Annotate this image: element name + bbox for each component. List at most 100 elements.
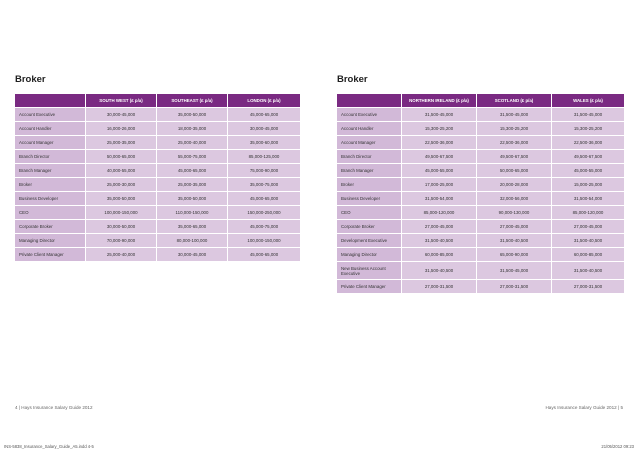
salary-cell: 31,500-54,000 <box>402 192 476 205</box>
table-row: Account Handler 15,300-25,200 15,300-25,20… <box>337 122 624 135</box>
salary-cell: 40,000-55,000 <box>86 164 156 177</box>
header-cell: SCOTLAND (£ p/a) <box>477 94 551 107</box>
role-cell: Managing Director <box>337 248 401 261</box>
role-cell: Corporate Broker <box>337 220 401 233</box>
table-row: CEO 85,000-120,000 90,000-130,000 85,000-12… <box>337 206 624 219</box>
salary-cell: 70,000-90,000 <box>86 234 156 247</box>
role-cell: Account Handler <box>15 122 85 135</box>
salary-cell: 31,500-40,500 <box>477 234 551 247</box>
page-footer: Hays Insurance Salary Guide 2012 | 5 <box>545 405 623 410</box>
role-cell: Private Client Manager <box>15 248 85 261</box>
table-row: Branch Manager 40,000-55,000 45,000-65,000… <box>15 164 300 177</box>
salary-cell: 27,000-45,000 <box>402 220 476 233</box>
role-cell: Private Client Manager <box>337 280 401 293</box>
salary-cell: 30,000-50,000 <box>86 220 156 233</box>
table-row: Account Handler 16,000-26,000 18,000-35,00… <box>15 122 300 135</box>
header-cell: SOUTHEAST (£ p/a) <box>157 94 227 107</box>
print-slug-date: 21/05/2012 09:23 <box>601 444 634 449</box>
salary-cell: 27,000-31,500 <box>552 280 624 293</box>
table-row: Branch Director 50,000-65,000 55,000-75,00… <box>15 150 300 163</box>
salary-cell: 30,000-45,000 <box>228 122 300 135</box>
salary-cell: 35,000-50,000 <box>86 192 156 205</box>
salary-cell: 45,000-75,000 <box>228 220 300 233</box>
salary-cell: 50,000-65,000 <box>86 150 156 163</box>
table-row: Account Manager 22,500-36,000 22,500-36,00… <box>337 136 624 149</box>
salary-cell: 50,000-65,000 <box>477 164 551 177</box>
salary-cell: 25,000-35,000 <box>157 178 227 191</box>
salary-cell: 20,000-28,000 <box>477 178 551 191</box>
salary-cell: 110,000-150,000 <box>157 206 227 219</box>
table-row: New Business Account Executive 31,500-40,… <box>337 262 624 279</box>
table-row: Corporate Broker 30,000-50,000 35,000-65,0… <box>15 220 300 233</box>
salary-cell: 15,300-25,200 <box>477 122 551 135</box>
salary-cell: 100,000-150,000 <box>86 206 156 219</box>
role-cell: Account Executive <box>15 108 85 121</box>
header-cell: NORTHERN IRELAND (£ p/a) <box>402 94 476 107</box>
salary-cell: 25,000-40,000 <box>86 248 156 261</box>
role-cell: Account Handler <box>337 122 401 135</box>
table-row: Private Client Manager 25,000-40,000 30,00… <box>15 248 300 261</box>
salary-cell: 22,500-36,000 <box>552 136 624 149</box>
salary-cell: 31,500-45,000 <box>477 262 551 279</box>
table-row: Managing Director 60,000-85,000 65,000-90,… <box>337 248 624 261</box>
header-cell: SOUTH WEST (£ p/a) <box>86 94 156 107</box>
salary-cell: 85,000-120,000 <box>402 206 476 219</box>
salary-cell: 35,000-75,000 <box>228 178 300 191</box>
role-cell: Corporate Broker <box>15 220 85 233</box>
salary-table-right: NORTHERN IRELAND (£ p/a) SCOTLAND (£ p/a… <box>336 93 625 294</box>
salary-cell: 85,000-125,000 <box>228 150 300 163</box>
table-row: Broker 25,000-30,000 25,000-35,000 35,000-7… <box>15 178 300 191</box>
salary-cell: 30,000-45,000 <box>157 248 227 261</box>
salary-cell: 31,500-54,000 <box>552 192 624 205</box>
header-cell: WALES (£ p/a) <box>552 94 624 107</box>
salary-cell: 15,300-25,200 <box>402 122 476 135</box>
header-cell <box>337 94 401 107</box>
salary-cell: 49,500-67,500 <box>477 150 551 163</box>
salary-table-left: SOUTH WEST (£ p/a) SOUTHEAST (£ p/a) LON… <box>14 93 301 262</box>
salary-cell: 45,000-65,000 <box>228 248 300 261</box>
salary-cell: 31,500-40,500 <box>402 234 476 247</box>
salary-cell: 150,000-250,000 <box>228 206 300 219</box>
role-cell: Account Executive <box>337 108 401 121</box>
salary-cell: 65,000-90,000 <box>477 248 551 261</box>
salary-cell: 25,000-35,000 <box>86 136 156 149</box>
salary-cell: 22,500-36,000 <box>477 136 551 149</box>
table-row: Account Manager 25,000-35,000 25,000-40,00… <box>15 136 300 149</box>
salary-cell: 31,500-40,500 <box>552 262 624 279</box>
salary-cell: 31,500-40,500 <box>552 234 624 247</box>
table-row: Private Client Manager 27,000-31,500 27,00… <box>337 280 624 293</box>
salary-cell: 100,000-150,000 <box>228 234 300 247</box>
salary-cell: 32,000-56,000 <box>477 192 551 205</box>
salary-cell: 27,000-31,500 <box>477 280 551 293</box>
role-cell: Branch Director <box>15 150 85 163</box>
salary-cell: 22,500-36,000 <box>402 136 476 149</box>
right-page: Broker NORTHERN IRELAND (£ p/a) SCOTLAND… <box>319 0 638 467</box>
salary-cell: 45,000-55,000 <box>552 164 624 177</box>
salary-cell: 45,000-65,000 <box>228 108 300 121</box>
salary-cell: 31,500-40,500 <box>402 262 476 279</box>
role-cell: Broker <box>15 178 85 191</box>
salary-cell: 27,000-45,000 <box>552 220 624 233</box>
salary-cell: 27,000-31,500 <box>402 280 476 293</box>
salary-cell: 15,300-25,200 <box>552 122 624 135</box>
table-row: Business Developer 35,000-50,000 35,000-50… <box>15 192 300 205</box>
table-header-row: NORTHERN IRELAND (£ p/a) SCOTLAND (£ p/a… <box>337 94 624 107</box>
table-row: Account Executive 30,000-45,000 35,000-50,… <box>15 108 300 121</box>
salary-cell: 25,000-40,000 <box>157 136 227 149</box>
salary-cell: 35,000-50,000 <box>157 192 227 205</box>
salary-cell: 45,000-55,000 <box>402 164 476 177</box>
salary-cell: 55,000-75,000 <box>157 150 227 163</box>
salary-cell: 16,000-26,000 <box>86 122 156 135</box>
role-cell: Account Manager <box>15 136 85 149</box>
salary-cell: 90,000-130,000 <box>477 206 551 219</box>
role-cell: Development Executive <box>337 234 401 247</box>
page-title: Broker <box>337 74 368 85</box>
table-row: Broker 17,000-25,000 20,000-28,000 15,000-2… <box>337 178 624 191</box>
salary-cell: 15,000-25,000 <box>552 178 624 191</box>
table-row: Business Developer 31,500-54,000 32,000-56… <box>337 192 624 205</box>
salary-cell: 31,500-45,000 <box>402 108 476 121</box>
role-cell: Business Developer <box>15 192 85 205</box>
role-cell: Branch Director <box>337 150 401 163</box>
salary-cell: 35,000-60,000 <box>228 136 300 149</box>
salary-cell: 75,000-90,000 <box>228 164 300 177</box>
